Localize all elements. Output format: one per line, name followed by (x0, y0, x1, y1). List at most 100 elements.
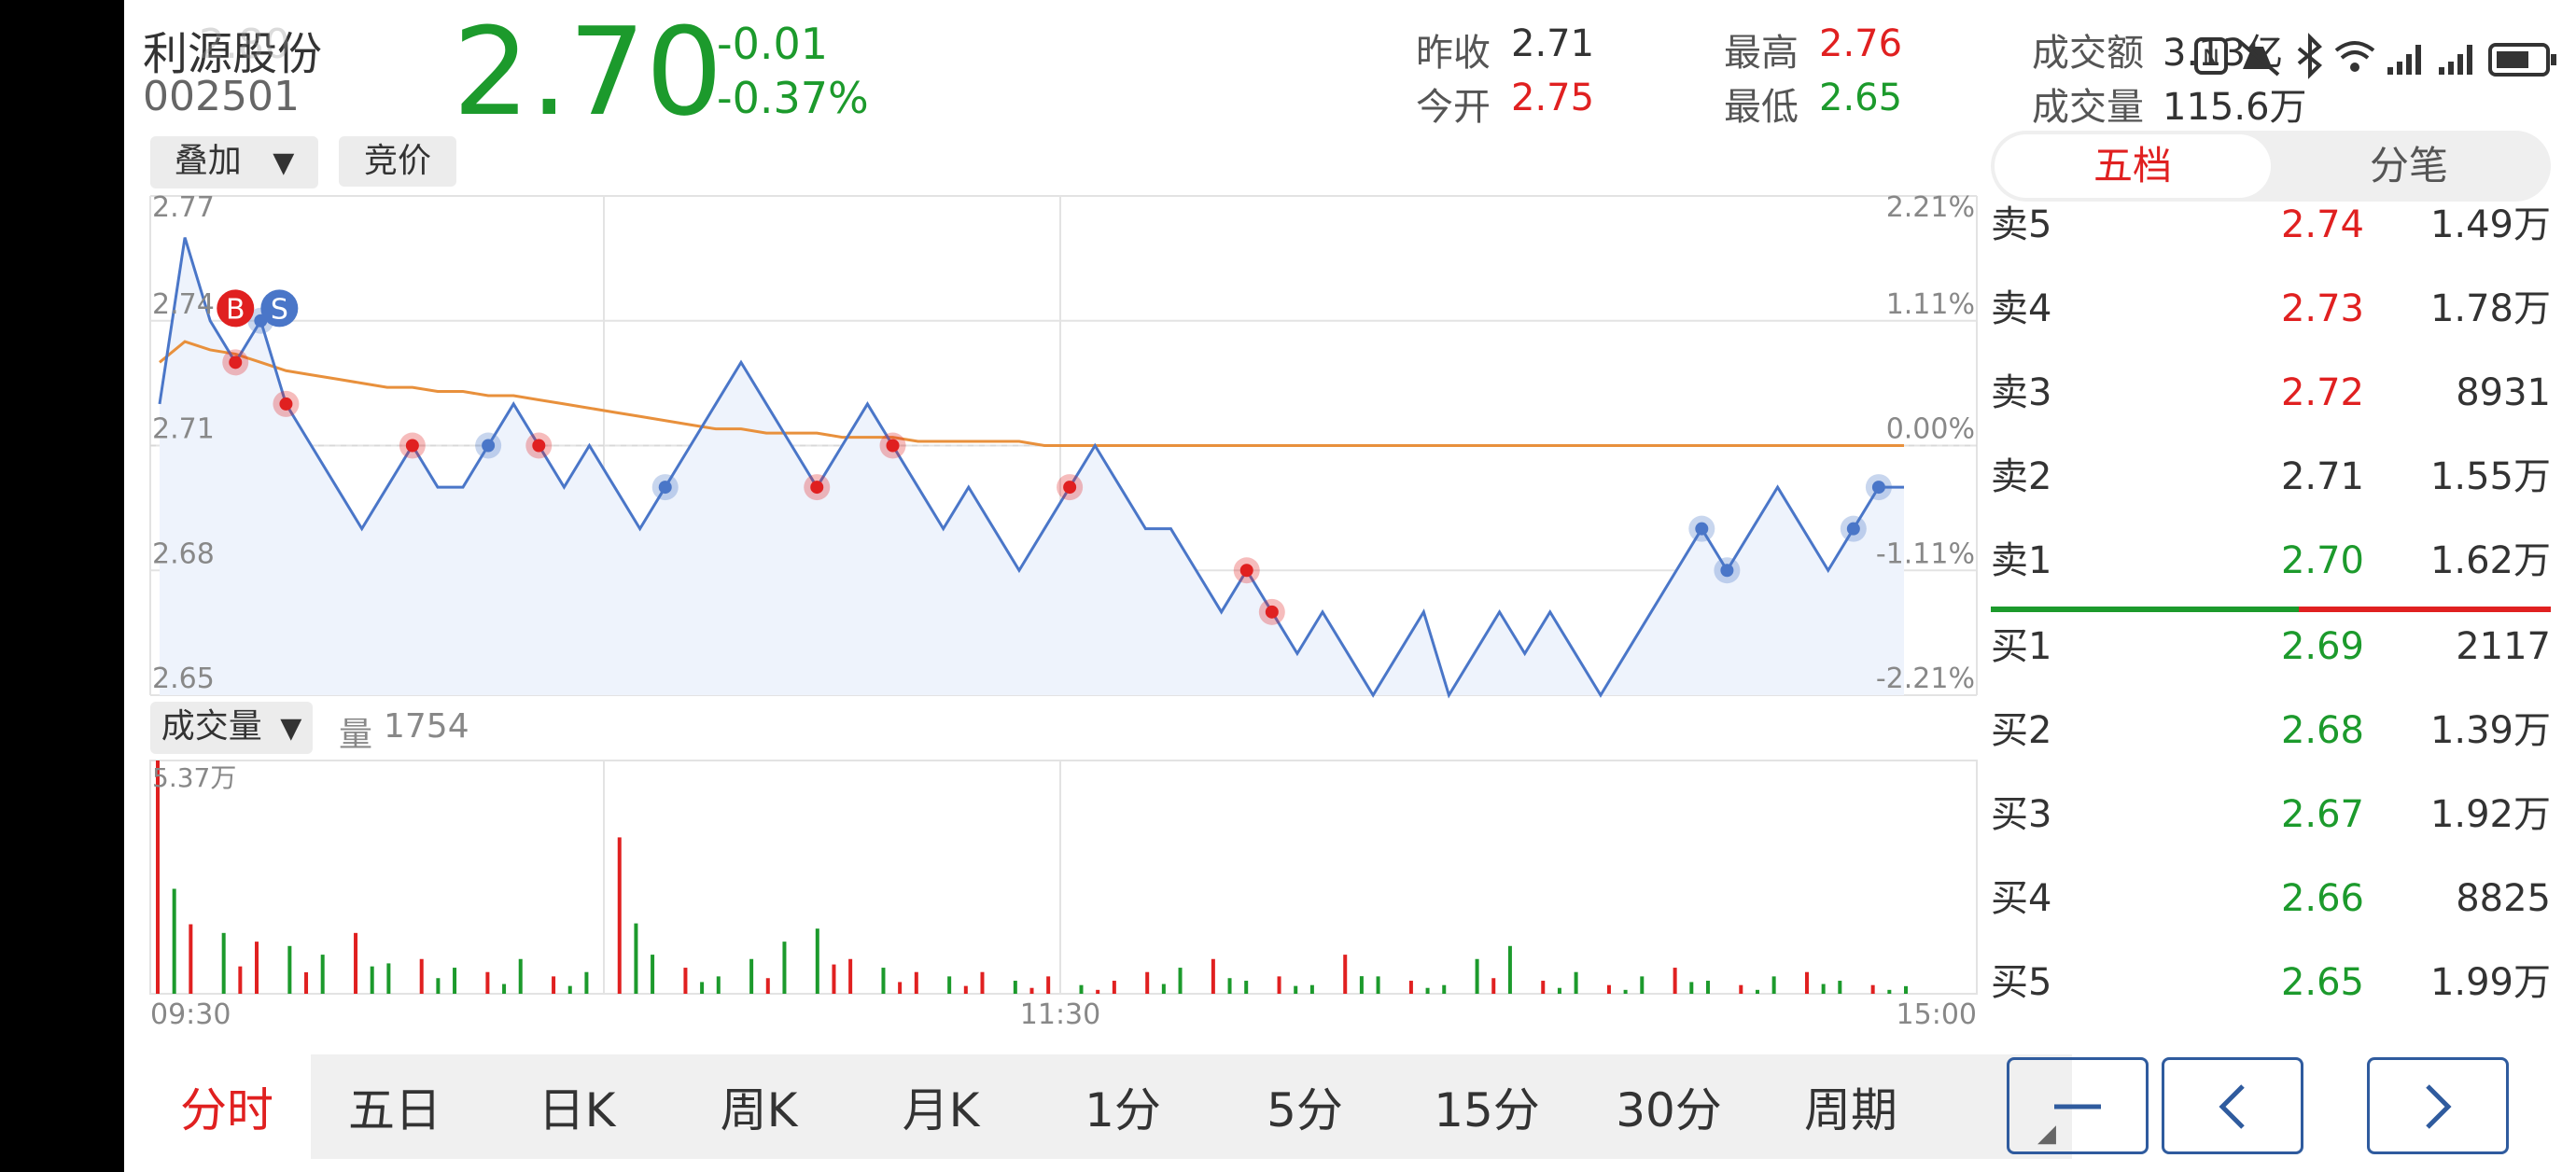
ghost-price: 2.80 (199, 21, 290, 68)
volume-bar (1673, 968, 1677, 994)
volume-bar (1376, 976, 1380, 994)
buy-marker (222, 349, 249, 376)
ask-row[interactable]: 卖3 2.72 8931 (1991, 351, 2551, 435)
volume-bar (881, 968, 886, 994)
period-tab[interactable]: 月K (902, 1083, 980, 1137)
tab-five-levels[interactable]: 五档 (1995, 134, 2271, 198)
chevron-right-icon (2426, 1084, 2452, 1129)
price-chart[interactable]: B S 2.77 2.74 2.71 2.68 2.65 2.21% 1.11% 0.00% -1.… (124, 187, 1991, 709)
period-tab[interactable]: 分时 (180, 1083, 273, 1137)
volume-bar (1211, 958, 1215, 994)
auction-button[interactable]: 竞价 (339, 136, 456, 187)
period-tab[interactable]: 30分 (1616, 1083, 1722, 1137)
app-screen: 利源股份 2.80 002501 2.70 -0.01 -0.37% 昨收 2.… (124, 0, 2576, 1172)
volume-bar (156, 760, 160, 994)
level-volume: 1.55万 (2429, 455, 2551, 498)
volume-bar (815, 928, 819, 994)
bid-row[interactable]: 买4 2.66 8825 (1991, 857, 2551, 941)
nfc-icon: N (2194, 37, 2228, 75)
collapse-button[interactable] (2007, 1057, 2149, 1154)
ask-row[interactable]: 卖4 2.73 1.78万 (1991, 267, 2551, 351)
volume-bar (354, 932, 358, 994)
volume-bar (1294, 985, 1298, 994)
pct-tick-label: 2.21% (1886, 191, 1975, 224)
bid-row[interactable]: 买5 2.65 1.99万 (1991, 941, 2551, 1025)
level-volume: 1.39万 (2429, 709, 2551, 752)
period-tab[interactable]: 5分 (1267, 1083, 1343, 1137)
period-tab[interactable]: 15分 (1434, 1083, 1540, 1137)
bid-row[interactable]: 买1 2.69 2117 (1991, 605, 2551, 689)
buy-marker (1233, 557, 1260, 584)
level-price: 2.74 (2280, 203, 2364, 246)
bid-row[interactable]: 买3 2.67 1.92万 (1991, 773, 2551, 857)
volume-bar (1309, 984, 1314, 994)
volume-bar (765, 978, 770, 994)
volume-bar (1442, 984, 1447, 994)
volume-selector[interactable]: 成交量 ▼ (150, 702, 313, 754)
period-tab[interactable]: 周期 (1804, 1083, 1897, 1137)
marker-dot (658, 481, 672, 495)
level-label: 卖2 (1991, 455, 2052, 498)
marker-dot (1720, 564, 1734, 578)
y-tick-label: 2.71 (152, 413, 215, 446)
avg-price-line (159, 340, 1904, 447)
marker-dot (1265, 605, 1279, 619)
volume-bar (419, 958, 424, 994)
bid-row[interactable]: 买2 2.68 1.39万 (1991, 689, 2551, 773)
volume-bar (634, 923, 638, 994)
volume-bar (1623, 989, 1628, 994)
level-price: 2.71 (2280, 455, 2364, 498)
volume-chart[interactable]: 5.37万 09:30 11:30 15:00 (124, 746, 1991, 1036)
level-volume: 1.99万 (2429, 961, 2551, 1004)
tab-ticks[interactable]: 分笔 (2369, 143, 2448, 188)
sell-badge: S (260, 289, 299, 328)
volume-label: 成交量 (2032, 86, 2144, 129)
overlay-dropdown[interactable]: 叠加 ▼ (150, 136, 318, 188)
level-price: 2.65 (2280, 961, 2364, 1004)
x-tick-label: 09:30 (150, 998, 231, 1031)
ask-row[interactable]: 卖1 2.70 1.62万 (1991, 519, 2551, 603)
volume-bar (304, 971, 309, 994)
wifi-icon (2334, 41, 2375, 72)
level-label: 卖4 (1991, 287, 2052, 330)
volume-bar (287, 945, 292, 994)
resize-corner-icon: ◢ (2037, 1120, 2056, 1148)
open-value: 2.75 (1511, 77, 1595, 119)
signal-icon (2387, 45, 2421, 75)
marker-dot (810, 481, 824, 495)
level-volume: 8931 (2456, 371, 2551, 414)
volume-bar (189, 924, 193, 994)
volume-bar (1755, 989, 1759, 994)
marker-dot (532, 439, 546, 453)
period-tab[interactable]: 日K (538, 1083, 616, 1137)
prev-button[interactable] (2162, 1057, 2303, 1154)
badge-circle (260, 289, 299, 328)
volume-bar (1475, 958, 1479, 994)
marker-dot (1239, 564, 1253, 578)
next-button[interactable] (2367, 1057, 2509, 1154)
period-tab[interactable]: 1分 (1085, 1083, 1161, 1137)
level-price: 2.67 (2280, 793, 2364, 836)
volume-bar (617, 837, 622, 994)
volume-bar (1705, 981, 1710, 994)
orderbook-tabs: 五档 分笔 (1991, 131, 2551, 202)
ask-row[interactable]: 卖2 2.71 1.55万 (1991, 435, 2551, 519)
period-tab[interactable]: 五日 (348, 1083, 441, 1137)
x-tick-label: 11:30 (1020, 998, 1100, 1031)
marker-dot (405, 439, 419, 453)
chevron-down-icon: ▼ (273, 146, 295, 179)
volume-bar (980, 971, 985, 994)
buy-marker (1057, 474, 1084, 501)
ask-row[interactable]: 卖5 2.74 1.49万 (1991, 183, 2551, 267)
volume-bar (172, 888, 176, 994)
status-bar: N (2065, 28, 2569, 84)
y-tick-label: 2.74 (152, 288, 215, 321)
y-tick-label: 2.68 (152, 537, 215, 570)
price-line (158, 237, 1904, 699)
volume-bar (1359, 976, 1364, 994)
period-tab[interactable]: 周K (720, 1083, 798, 1137)
chevron-left-icon (2219, 1084, 2245, 1129)
volume-bar (1870, 984, 1875, 994)
level-label: 卖3 (1991, 371, 2052, 414)
volume-bar (1739, 984, 1743, 994)
